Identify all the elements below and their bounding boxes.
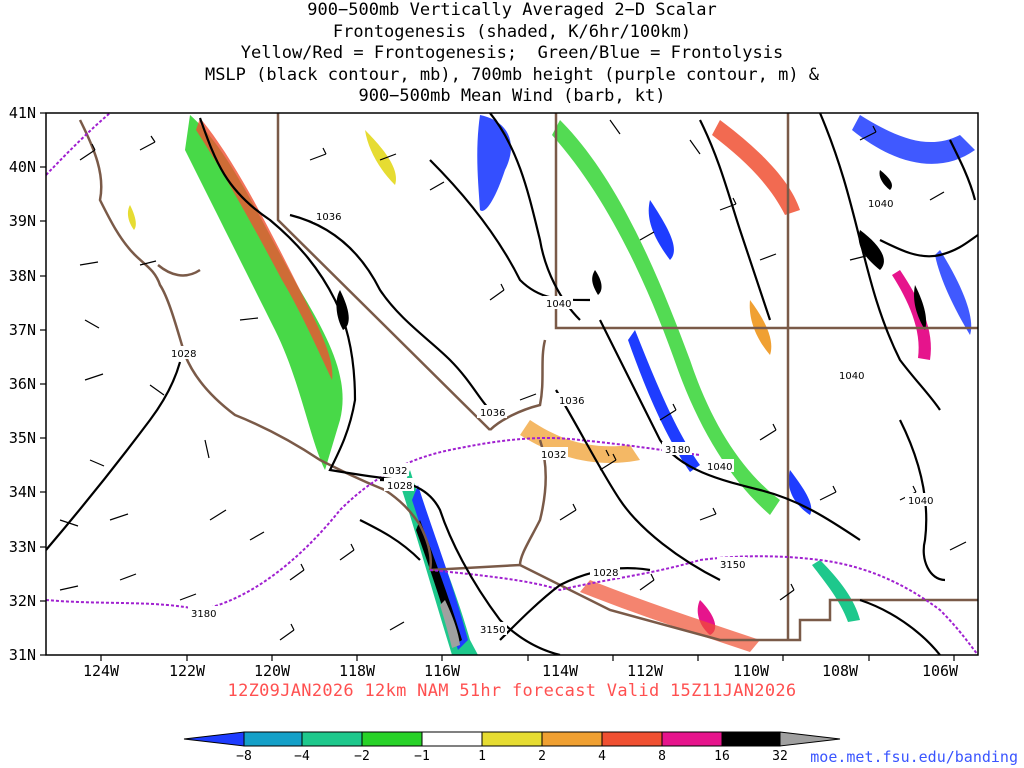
- height-label: 3180: [665, 445, 690, 456]
- height-label: 3180: [191, 609, 216, 620]
- lat-label: 36N: [9, 375, 36, 393]
- lon-label: 122W: [169, 662, 206, 680]
- legend-tick: −2: [354, 749, 370, 764]
- mslp-label: 1040: [707, 462, 732, 473]
- lon-label: 118W: [339, 662, 376, 680]
- colorbar-segment: [243, 731, 303, 747]
- legend-tick: −4: [294, 749, 310, 764]
- forecast-caption: 12Z09JAN2026 12km NAM 51hr forecast Vali…: [227, 681, 797, 701]
- lat-label: 38N: [9, 267, 36, 285]
- title-line-5: 900−500mb Mean Wind (barb, kt): [358, 86, 666, 107]
- colorbar-right-arrow: [779, 731, 841, 747]
- lat-label: 41N: [9, 104, 36, 122]
- mslp-label: 1028: [171, 349, 196, 360]
- colorbar-segment: [601, 731, 663, 747]
- lon-label: 110W: [733, 662, 770, 680]
- contour-labels: 1036 1040 1028 1036 1036 1032 1032 1028 …: [168, 196, 935, 636]
- lat-label: 34N: [9, 483, 36, 501]
- legend-tick: 32: [772, 749, 788, 764]
- legend-tick: 1: [478, 749, 486, 764]
- legend-tick: −8: [236, 749, 252, 764]
- mslp-label: 1040: [546, 299, 571, 310]
- legend-tick: 16: [714, 749, 730, 764]
- lon-label: 114W: [542, 662, 579, 680]
- coastline-and-borders: [78, 113, 978, 642]
- legend-tick: 2: [538, 749, 546, 764]
- mslp-label: 1028: [387, 481, 412, 492]
- lon-label: 116W: [424, 662, 461, 680]
- mslp-label: 1040: [868, 199, 893, 210]
- mslp-label: 1040: [839, 371, 864, 382]
- mslp-label: 1036: [480, 408, 505, 419]
- map-title: 900−500mb Vertically Averaged 2−D Scalar…: [0, 0, 1024, 108]
- lat-label: 40N: [9, 158, 36, 176]
- legend-tick: −1: [414, 749, 430, 764]
- title-line-1: 900−500mb Vertically Averaged 2−D Scalar: [307, 0, 717, 20]
- lat-label: 37N: [9, 321, 36, 339]
- lat-label: 32N: [9, 592, 36, 610]
- height-label: 3150: [720, 560, 745, 571]
- mslp-label: 1032: [541, 450, 566, 461]
- credit-link[interactable]: moe.met.fsu.edu/banding: [810, 748, 1018, 766]
- lon-label: 120W: [254, 662, 291, 680]
- colorbar-legend: −8 −4 −2 −1 1 2 4 8 16 32: [183, 731, 841, 764]
- lat-label: 31N: [9, 646, 36, 664]
- lat-label: 33N: [9, 538, 36, 556]
- mslp-label: 1036: [559, 396, 584, 407]
- colorbar-left-arrow: [183, 731, 245, 747]
- legend-tick: 4: [598, 749, 606, 764]
- colorbar-segment: [361, 731, 423, 747]
- map-plot-area: 1036 1040 1028 1036 1036 1032 1032 1028 …: [46, 113, 978, 655]
- colorbar-segment: [301, 731, 363, 747]
- colorbar-segment: [721, 731, 781, 747]
- colorbar-segment: [541, 731, 603, 747]
- lat-label: 39N: [9, 212, 36, 230]
- colorbar-segment: [421, 731, 483, 747]
- lon-label: 124W: [83, 662, 120, 680]
- lon-label: 106W: [922, 662, 959, 680]
- title-line-4: MSLP (black contour, mb), 700mb height (…: [204, 64, 820, 85]
- mslp-label: 1032: [382, 466, 407, 477]
- lon-label: 108W: [822, 662, 859, 680]
- title-line-3: Yellow/Red = Frontogenesis; Green/Blue =…: [240, 43, 784, 64]
- mslp-label: 1028: [593, 568, 618, 579]
- colorbar-segment: [481, 731, 543, 747]
- height-label: 3150: [480, 625, 505, 636]
- colorbar-segment: [661, 731, 723, 747]
- lat-label: 35N: [9, 429, 36, 447]
- legend-tick: 8: [658, 749, 666, 764]
- mslp-label: 1036: [316, 212, 341, 223]
- latitude-axis: 41N 40N 39N 38N 37N 36N 35N 34N 33N 32N …: [9, 104, 46, 664]
- title-line-2: Frontogenesis (shaded, K/6hr/100km): [332, 21, 692, 42]
- longitude-axis: 124W 122W 120W 118W 116W 114W 112W 110W …: [83, 655, 959, 680]
- mslp-label: 1040: [908, 496, 933, 507]
- lon-label: 112W: [627, 662, 664, 680]
